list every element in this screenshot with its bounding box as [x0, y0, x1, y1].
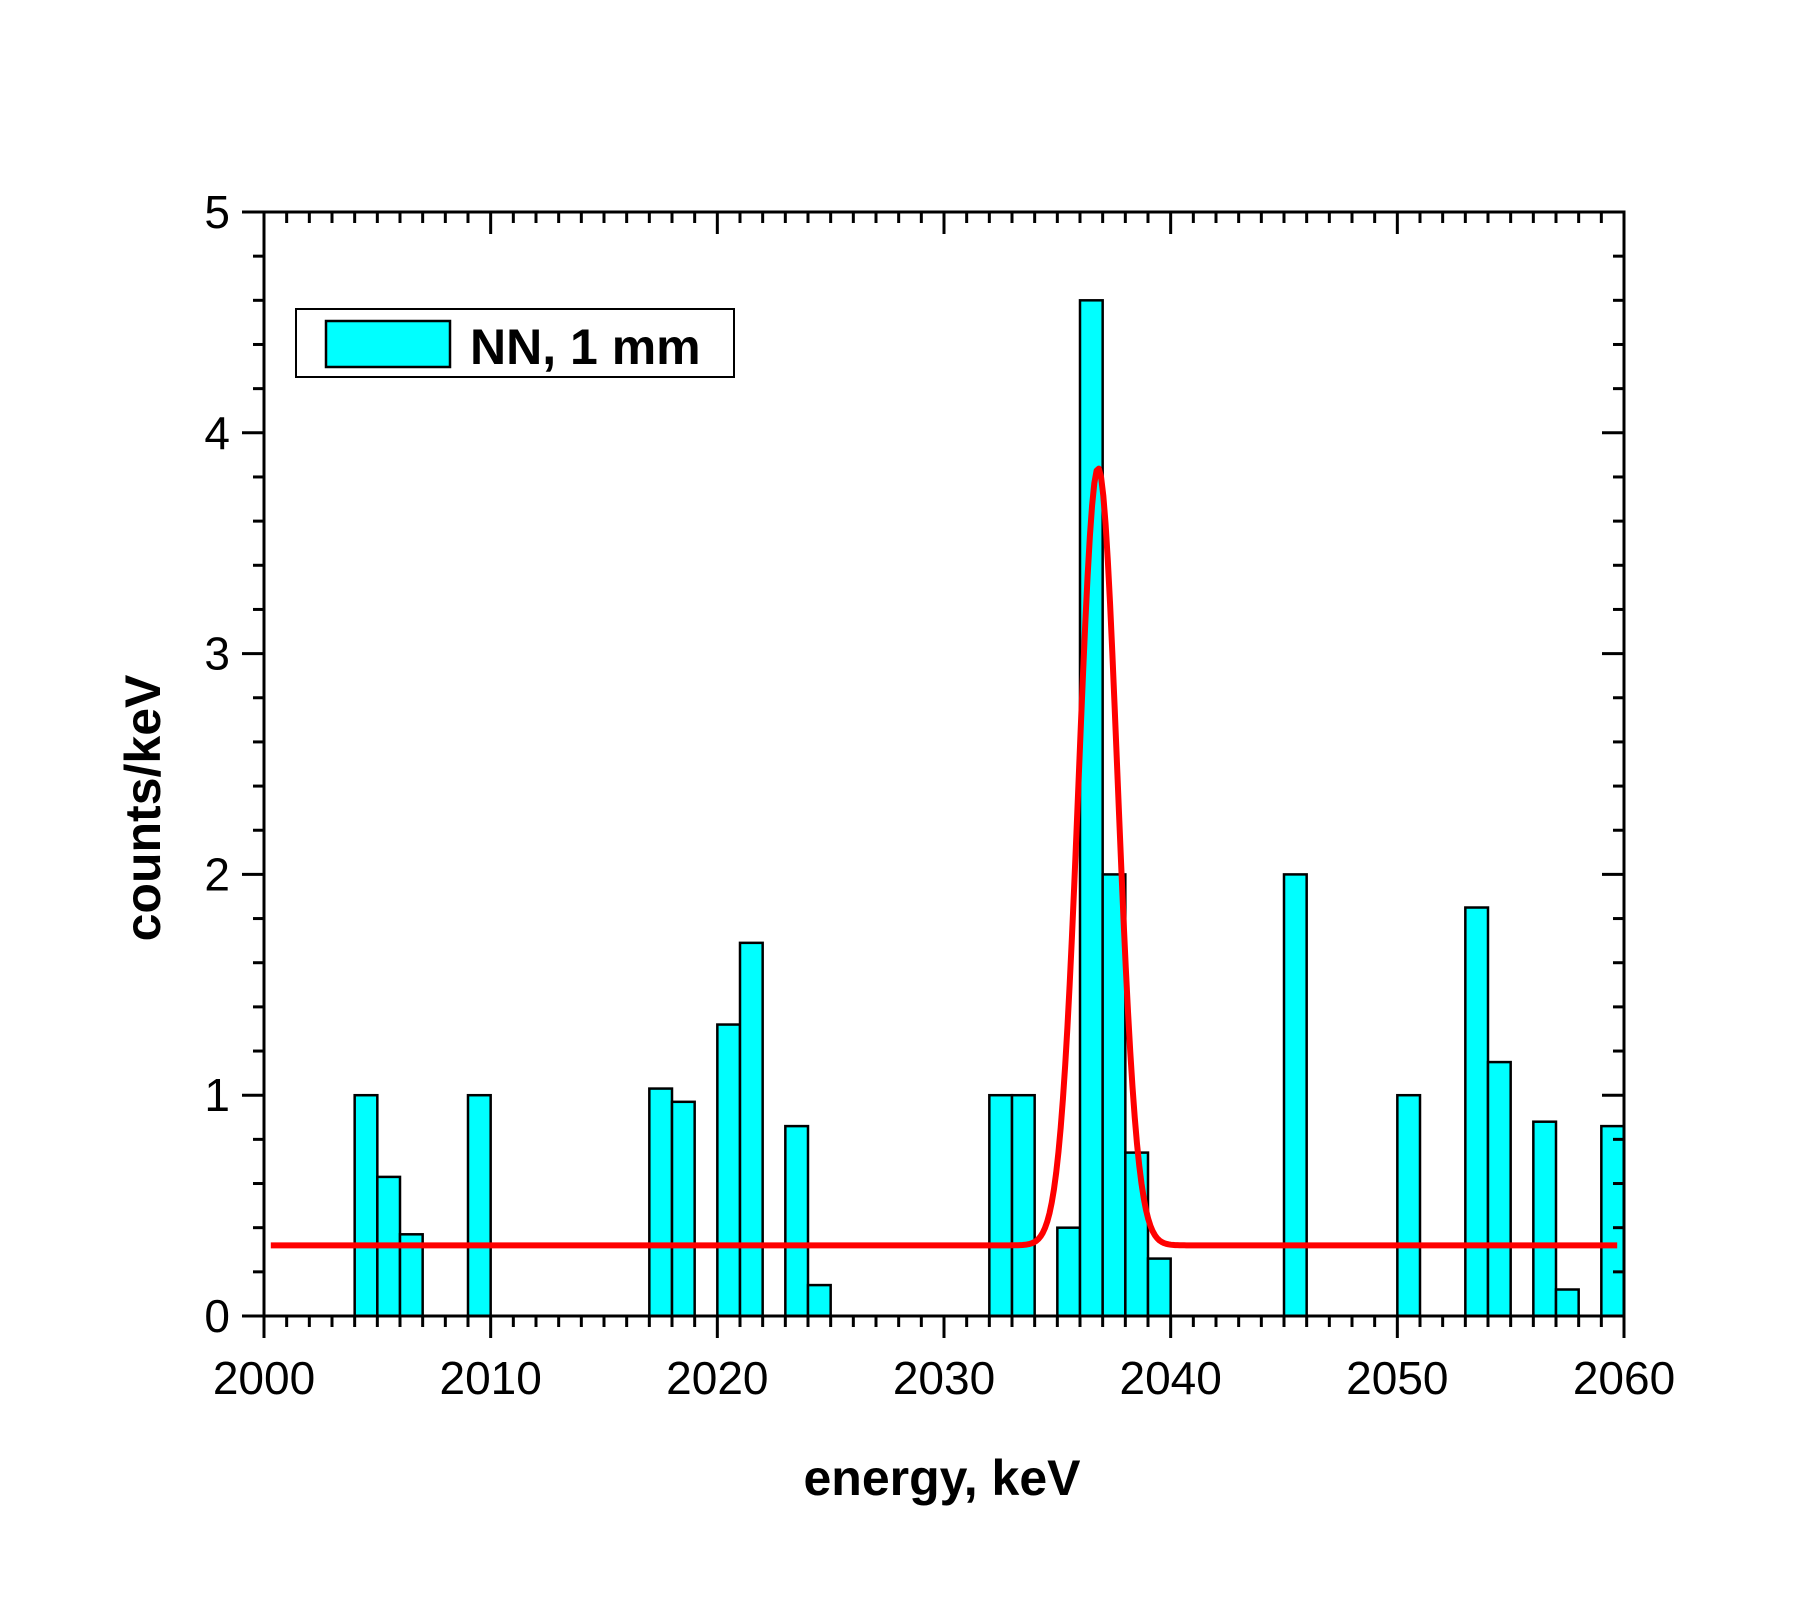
x-tick-label: 2040 [1119, 1352, 1221, 1404]
bar-2023 [784, 1124, 810, 1318]
x-axis-title: energy, keV [803, 1450, 1081, 1506]
y-axis-title: counts/keV [115, 674, 171, 941]
y-tick-label: 0 [204, 1290, 230, 1342]
bar-2018 [670, 1100, 696, 1318]
bar-2033 [1010, 1093, 1036, 1318]
x-tick-label: 2030 [893, 1352, 995, 1404]
bar-2004 [353, 1093, 379, 1318]
bar-2039 [1146, 1257, 1172, 1318]
y-tick-label: 3 [204, 628, 230, 680]
y-tick-label: 1 [204, 1069, 230, 1121]
y-tick-label: 5 [204, 186, 230, 238]
x-tick-label: 2020 [666, 1352, 768, 1404]
legend: NN, 1 mm [295, 308, 735, 378]
bar-2021 [738, 941, 764, 1318]
bar-2009 [466, 1093, 492, 1318]
axis-ticks [242, 210, 1626, 1338]
bar-2036 [1078, 299, 1104, 1318]
y-tick-label: 4 [204, 407, 230, 459]
bar-2050 [1396, 1093, 1422, 1318]
bar-2059 [1600, 1124, 1626, 1318]
bar-2038 [1124, 1151, 1150, 1318]
legend-label: NN, 1 mm [470, 319, 701, 375]
x-tick-label: 2000 [213, 1352, 315, 1404]
bar-2017 [648, 1087, 674, 1318]
fit-group [270, 465, 1618, 1249]
bar-2032 [988, 1093, 1014, 1318]
y-tick-label: 2 [204, 848, 230, 900]
bars-group [353, 299, 1626, 1318]
legend-swatch [324, 319, 452, 369]
tick-labels: 2000 2010 2020 2030 2040 2050 2060 0 1 2 3 4 5 [204, 186, 1675, 1404]
bar-2054 [1486, 1060, 1512, 1318]
bar-2024 [806, 1283, 832, 1318]
x-tick-label: 2060 [1573, 1352, 1675, 1404]
x-tick-label: 2010 [439, 1352, 541, 1404]
fit-curve [270, 465, 1618, 1249]
bar-2053 [1464, 906, 1490, 1318]
bar-2035 [1056, 1226, 1082, 1318]
bar-2020 [716, 1023, 742, 1318]
bar-2045 [1282, 873, 1308, 1318]
bar-2057 [1554, 1288, 1580, 1318]
bar-2056 [1532, 1120, 1558, 1318]
x-tick-label: 2050 [1346, 1352, 1448, 1404]
